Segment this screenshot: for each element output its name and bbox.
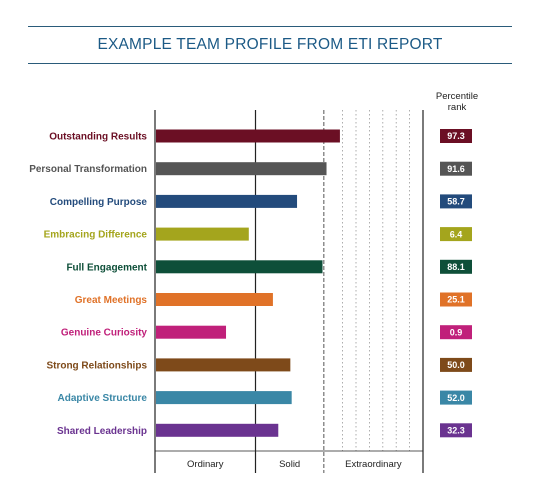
category-label-3: Embracing Difference <box>44 230 148 241</box>
percentile-value-4: 88.1 <box>447 262 465 272</box>
title-top-rule <box>28 26 512 27</box>
bar-0 <box>156 129 340 143</box>
percentile-value-2: 58.7 <box>447 197 465 207</box>
percentile-badge-0 <box>440 129 472 143</box>
percentile-value-0: 97.3 <box>447 131 465 141</box>
bar-3 <box>156 227 249 241</box>
percentile-badge-1 <box>440 161 472 176</box>
category-label-6: Genuine Curiosity <box>61 328 148 339</box>
bar-7 <box>156 358 291 372</box>
chart-percentile-badges: 97.3 91.6 58.7 6.4 88.1 25.1 0.9 50.0 52.0 32.3 <box>440 129 472 438</box>
category-label-1: Personal Transformation <box>29 164 147 175</box>
category-label-0: Outstanding Results <box>49 132 147 143</box>
category-label-7: Strong Relationships <box>46 360 147 371</box>
bar-5 <box>156 293 273 306</box>
bar-6 <box>156 325 227 339</box>
zone-label-2: Extraordinary <box>345 459 402 470</box>
percentile-badge-5 <box>440 292 472 307</box>
zone-label-0: Ordinary <box>187 459 224 470</box>
zone-label-1: Solid <box>279 459 300 470</box>
percentile-badge-3 <box>440 227 472 242</box>
category-label-9: Shared Leadership <box>57 426 147 437</box>
percentile-badge-4 <box>440 259 472 274</box>
bar-4 <box>156 260 323 274</box>
percentile-value-7: 50.0 <box>447 360 465 370</box>
percentile-badge-6 <box>440 325 472 340</box>
percentile-value-6: 0.9 <box>450 327 463 337</box>
percentile-value-9: 32.3 <box>447 426 465 436</box>
percentile-value-5: 25.1 <box>447 295 465 305</box>
percentile-badge-9 <box>440 423 472 438</box>
bar-2 <box>156 194 298 208</box>
percentile-badge-2 <box>440 194 472 209</box>
chart-bars <box>156 129 340 437</box>
chart-category-labels: Outstanding Results Personal Transformati… <box>29 132 147 437</box>
category-label-8: Adaptive Structure <box>58 393 148 404</box>
category-label-2: Compelling Purpose <box>50 197 148 208</box>
percentile-value-3: 6.4 <box>450 229 463 239</box>
percentile-header-line1: Percentile <box>436 91 478 102</box>
percentile-header-line2: rank <box>448 102 467 113</box>
bar-8 <box>156 391 292 405</box>
category-label-5: Great Meetings <box>75 295 148 306</box>
percentile-badge-8 <box>440 390 472 405</box>
bar-1 <box>156 162 327 176</box>
category-label-4: Full Engagement <box>66 262 147 273</box>
percentile-value-8: 52.0 <box>447 393 465 403</box>
bar-9 <box>156 423 279 437</box>
page-title: EXAMPLE TEAM PROFILE FROM ETI REPORT <box>97 36 443 53</box>
percentile-badge-7 <box>440 357 472 372</box>
percentile-value-1: 91.6 <box>447 164 465 174</box>
chart-zone-labels: Ordinary Solid Extraordinary <box>187 459 402 470</box>
title-bottom-rule <box>28 63 512 64</box>
